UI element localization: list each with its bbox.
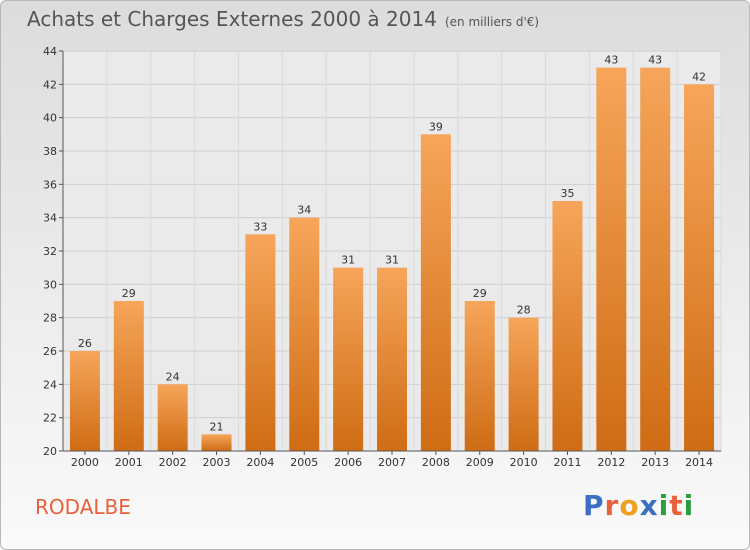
chart-title-text: Achats et Charges Externes 2000 à 2014 [27,7,437,31]
bar [464,301,495,451]
bar [508,317,539,451]
value-label: 43 [604,54,618,67]
bar [157,384,188,451]
value-label: 35 [560,187,574,200]
value-label: 39 [429,120,443,133]
bar [201,434,232,451]
x-tick-label: 2003 [203,456,231,469]
y-tick-label: 22 [43,412,57,425]
x-tick-label: 2008 [422,456,450,469]
x-tick-label: 2006 [334,456,362,469]
x-tick-label: 2002 [159,456,187,469]
bar [420,134,451,452]
bar [684,84,715,451]
y-tick-label: 28 [43,312,57,325]
x-tick-label: 2007 [378,456,406,469]
y-tick-label: 34 [43,212,57,225]
bar [289,217,320,451]
value-label: 28 [517,304,531,317]
value-label: 29 [473,287,487,300]
proxiti-logo-text: Proxiti [583,489,694,522]
bar [245,234,276,451]
x-tick-label: 2011 [553,456,581,469]
value-label: 42 [692,70,706,83]
y-tick-label: 24 [43,378,57,391]
value-label: 24 [166,370,180,383]
value-label: 33 [253,220,267,233]
value-label: 31 [385,254,399,267]
value-label: 21 [210,420,224,433]
logo-letter: i [658,489,670,522]
x-tick-label: 2004 [246,456,274,469]
chart-title: Achats et Charges Externes 2000 à 2014 (e… [27,7,539,31]
x-tick-label: 2001 [115,456,143,469]
bar [596,67,627,452]
y-tick-label: 40 [43,112,57,125]
bar [113,301,144,451]
logo-letter: t [669,489,684,522]
y-tick-label: 30 [43,278,57,291]
x-tick-label: 2010 [510,456,538,469]
value-label: 31 [341,254,355,267]
logo-letter: o [619,489,640,522]
logo-letter: P [583,489,605,522]
value-label: 26 [78,337,92,350]
bar [377,267,407,451]
value-label: 29 [122,287,136,300]
x-tick-label: 2012 [597,456,625,469]
bar [640,67,671,452]
bar [333,267,364,451]
bar [69,351,100,451]
logo-letter: x [639,489,659,522]
proxiti-logo: Proxiti [583,489,694,522]
logo-letter: i [683,489,695,522]
y-tick-label: 38 [43,145,57,158]
y-tick-label: 36 [43,178,57,191]
y-tick-label: 26 [43,345,57,358]
bar [552,201,583,451]
x-tick-label: 2014 [685,456,713,469]
y-tick-label: 20 [43,445,57,458]
logo-letter: r [604,489,620,522]
value-label: 34 [297,204,311,217]
y-tick-label: 42 [43,78,57,91]
y-tick-label: 44 [43,45,57,58]
x-tick-label: 2005 [290,456,318,469]
commune-name: RODALBE [35,495,131,519]
x-tick-label: 2009 [466,456,494,469]
value-label: 43 [648,54,662,67]
x-tick-label: 2013 [641,456,669,469]
chart-subtitle: (en milliers d'€) [444,15,540,29]
y-tick-label: 32 [43,245,57,258]
x-tick-label: 2000 [71,456,99,469]
